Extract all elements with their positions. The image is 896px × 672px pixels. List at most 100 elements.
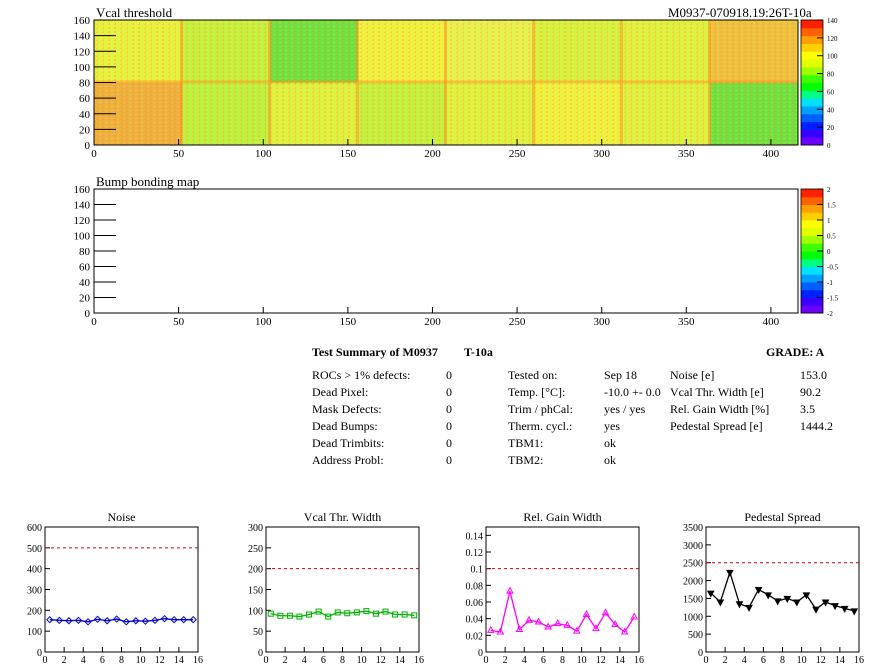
y-tick-label: 0 [698,648,703,659]
y-tick-label: 0 [37,648,42,659]
test-label: Trim / phCal: [508,402,573,416]
y-tick-label: 60 [79,93,91,105]
palette-tick-label: 0.5 [827,233,836,241]
param-value: 1444.2 [800,419,833,433]
palette-tick-label: -1.5 [827,295,839,303]
data-point [515,624,524,632]
palette-swatch [801,43,823,52]
x-tick-label: 0 [484,655,489,666]
data-point [325,613,332,620]
palette-tick-label: 40 [827,106,835,114]
palette-swatch [801,51,823,60]
x-tick-label: 200 [424,316,441,328]
y-tick-label: 1000 [683,612,703,623]
y-tick-label: 0 [258,648,263,659]
data-point [334,609,341,616]
chart-title: Pedestal Spread [744,510,820,524]
palette-swatch [801,227,823,236]
palette-swatch [801,235,823,244]
bump-map-title: Bump bonding map [96,174,200,189]
test-label: Therm. cycl.: [508,419,573,433]
y-tick-label: 0.14 [466,531,484,542]
y-tick-label: 200 [27,606,42,617]
defect-label: Dead Bumps: [312,419,378,433]
x-tick-label: 14 [835,655,845,666]
data-point [277,612,284,619]
palette-swatch [801,266,823,275]
chart-3: Pedestal Spread 0 500 1000 1500 2000 2500 3000 3… [683,510,864,666]
palette-tick-label: 100 [827,53,838,61]
y-tick-label: 100 [248,606,263,617]
data-point [812,606,820,614]
data-point [93,615,102,623]
palette-tick-label: 1 [827,217,831,225]
data-point [179,616,188,624]
data-point [344,610,351,617]
palette-swatch [801,105,823,115]
data-point [592,624,600,632]
data-point [630,612,639,620]
y-tick-label: 300 [248,523,263,534]
param-value: 90.2 [800,385,821,399]
y-tick-label: 100 [74,62,91,74]
y-tick-label: 300 [27,586,42,597]
x-tick-label: 8 [340,655,345,666]
x-tick-label: 2 [62,655,67,666]
x-tick-label: 4 [81,655,86,666]
palette-tick-label: 0 [827,142,831,150]
y-tick-label: 2000 [683,577,703,588]
data-point [65,617,73,625]
x-tick-label: 2 [723,655,728,666]
y-tick-label: 0 [85,308,91,320]
palette-tick-label: 60 [827,88,835,96]
data-point [372,610,379,617]
summary-temp-tag: T-10a [464,345,493,359]
y-tick-label: 0.06 [466,598,484,609]
data-point [122,618,130,626]
y-tick-label: 0 [85,140,91,152]
data-point [793,599,801,607]
data-point [716,599,725,607]
data-point [189,616,197,624]
data-point [74,616,83,625]
x-tick-label: 2 [503,655,508,666]
defect-label: ROCs > 1% defects: [312,368,411,382]
x-tick-label: 6 [321,655,326,666]
x-tick-label: 150 [340,148,357,160]
x-tick-label: 400 [763,316,780,328]
x-tick-label: 16 [854,655,864,666]
palette-swatch [801,113,823,123]
palette-swatch [801,251,823,260]
y-tick-label: 40 [79,277,91,289]
data-point [103,617,111,625]
palette-tick-label: -2 [827,310,833,318]
heatmap-title: Vcal threshold [96,5,173,20]
data-point [773,598,782,606]
plot-frame [93,188,799,314]
x-tick-label: 16 [193,655,203,666]
data-point [286,612,293,619]
test-value: ok [604,436,616,450]
y-tick-label: 140 [74,200,91,212]
data-point [745,604,753,612]
data-point [582,609,591,617]
y-tick-label: 120 [74,215,91,227]
palette-tick-label: 120 [827,35,838,43]
x-tick-label: 250 [509,316,526,328]
grade-label: GRADE: A [766,345,825,359]
data-point [563,620,572,628]
x-tick-label: 300 [593,316,610,328]
x-tick-label: 14 [395,655,405,666]
y-tick-label: 500 [27,544,42,555]
y-tick-label: 20 [79,124,91,136]
y-tick-label: 0.02 [466,631,484,642]
x-tick-label: 14 [174,655,184,666]
x-tick-label: 0 [264,655,269,666]
param-label: Noise [e] [670,368,715,382]
chart-title: Rel. Gain Width [523,510,601,524]
palette-swatch [801,243,823,252]
data-point [831,603,839,611]
chart-1: Vcal Thr. Width 0 50 100 150 200 250 300 0 2 4 6 8 10… [248,510,424,666]
x-tick-label: 50 [173,148,185,160]
x-tick-label: 100 [255,148,272,160]
